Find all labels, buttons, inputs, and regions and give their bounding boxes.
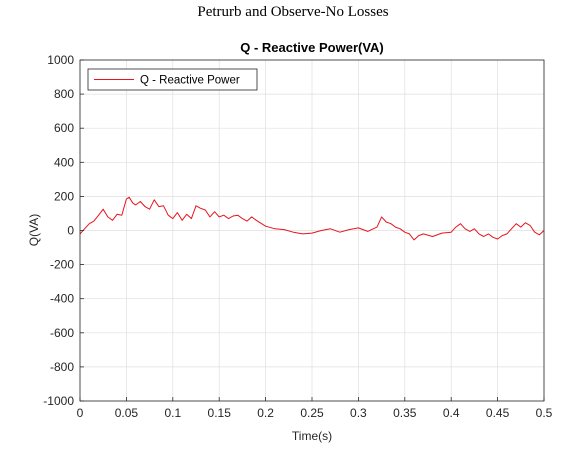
x-tick-label: 0.25 [300,406,324,420]
x-tick-label: 0.1 [164,406,181,420]
x-tick-label: 0.45 [486,406,510,420]
y-tick-label: 800 [54,87,74,101]
x-tick-label: 0.15 [208,406,232,420]
series-line [79,196,545,241]
x-tick-label: 0.5 [536,406,553,420]
y-tick-label: -1000 [43,394,74,408]
x-tick-label: 0 [77,406,84,420]
y-tick-label: -600 [50,326,74,340]
y-tick-label: 200 [54,189,74,203]
y-tick-label: 600 [54,121,74,135]
legend: Q - Reactive Power [87,68,258,91]
legend-label: Q - Reactive Power [140,75,240,87]
y-tick-label: -200 [50,258,74,272]
y-tick-label: -800 [50,360,74,374]
x-tick-label: 0.2 [257,406,274,420]
x-tick-label: 0.35 [393,406,417,420]
y-tick-label: 1000 [47,53,74,67]
x-axis-label: Time(s) [292,429,332,443]
legend-box [87,68,258,91]
x-tick-label: 0.4 [443,406,460,420]
y-tick-label: 0 [67,224,74,238]
figure-title: Petrurb and Observe-No Losses [197,4,389,20]
ticks: 0 0.05 0.1 0.15 0.2 0.25 0.3 0.35 0.4 0.45 0.5 1000… [43,53,552,420]
x-tick-label: 0.05 [115,406,139,420]
y-tick-label: -400 [50,292,74,306]
series-group [79,196,545,241]
y-axis-label: Q(VA) [27,214,41,246]
chart-title: Q - Reactive Power(VA) [240,40,384,55]
x-tick-label: 0.3 [350,406,367,420]
y-tick-label: 400 [54,155,74,169]
